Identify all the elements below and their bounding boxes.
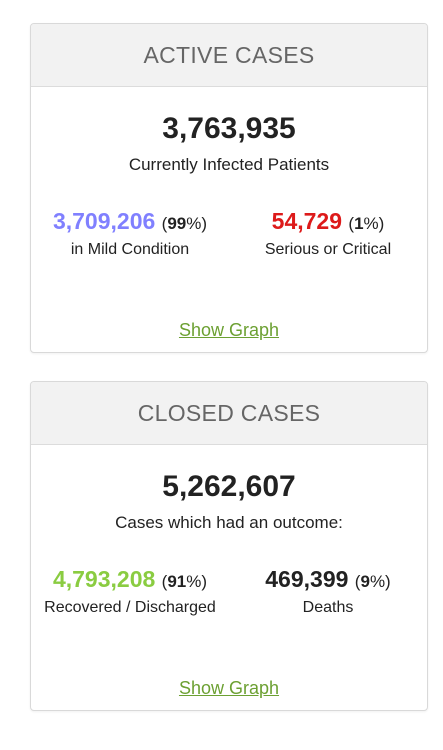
recovered-value: 4,793,208 [52, 566, 156, 592]
serious-critical-value: 54,729 [271, 208, 343, 234]
deaths-label: Deaths [302, 599, 354, 616]
closed-show-graph-link[interactable]: Show Graph [178, 678, 280, 698]
pct-close: %) [186, 214, 208, 233]
recovered-stat: 4,793,208 (91%) Recovered / Discharged [31, 566, 229, 617]
recovered-percent: (91%) [162, 572, 207, 591]
pct-value: 99 [167, 214, 187, 233]
closed-cases-total: 5,262,607 [162, 470, 296, 503]
closed-cases-card: CLOSED CASES 5,262,607 Cases which had a… [30, 381, 428, 711]
pct-value: 91 [167, 572, 187, 591]
mild-condition-label: in Mild Condition [70, 241, 190, 258]
mild-condition-percent: (99%) [162, 214, 207, 233]
deaths-value: 469,399 [265, 566, 349, 592]
active-show-graph-link[interactable]: Show Graph [178, 320, 280, 340]
active-cases-total: 3,763,935 [162, 112, 296, 145]
deaths-percent: (9%) [355, 572, 391, 591]
pct-value: 9 [360, 572, 370, 591]
deaths-stat: 469,399 (9%) Deaths [229, 566, 427, 617]
mild-condition-stat: 3,709,206 (99%) in Mild Condition [31, 208, 229, 259]
pct-open: ( [161, 214, 168, 233]
active-cases-caption: Currently Infected Patients [128, 155, 330, 174]
pct-open: ( [161, 572, 168, 591]
pct-close: %) [186, 572, 208, 591]
closed-cases-caption: Cases which had an outcome: [115, 513, 343, 532]
active-cases-card: ACTIVE CASES 3,763,935 Currently Infecte… [30, 23, 428, 353]
closed-cases-header: CLOSED CASES [31, 382, 427, 445]
serious-critical-label: Serious or Critical [264, 241, 392, 258]
recovered-label: Recovered / Discharged [44, 599, 216, 616]
pct-open: ( [348, 214, 355, 233]
mild-condition-value: 3,709,206 [52, 208, 156, 234]
serious-critical-stat: 54,729 (1%) Serious or Critical [229, 208, 427, 259]
pct-close: %) [363, 214, 385, 233]
serious-critical-percent: (1%) [348, 214, 384, 233]
pct-value: 1 [354, 214, 364, 233]
active-cases-header: ACTIVE CASES [31, 24, 427, 87]
pct-close: %) [369, 572, 391, 591]
pct-open: ( [354, 572, 361, 591]
